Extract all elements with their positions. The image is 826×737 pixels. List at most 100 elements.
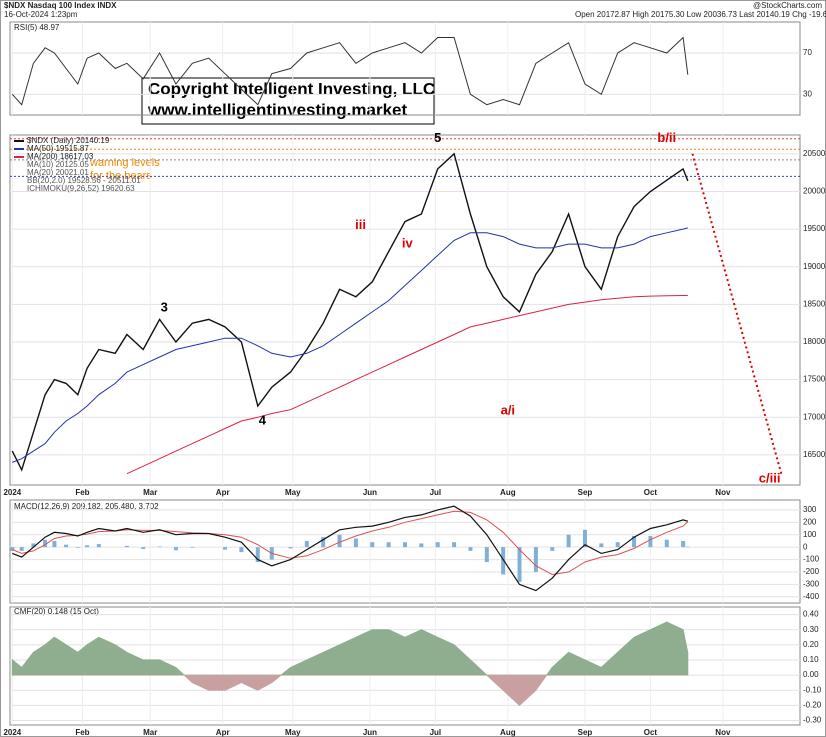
wave-label: a/i: [501, 403, 515, 418]
warning: for the bears: [90, 170, 152, 182]
y-tick-label: 17000: [803, 412, 826, 421]
macd-bar: [304, 540, 309, 548]
x-tick-label: Jul: [430, 728, 442, 737]
x-tick-label: Sep: [578, 728, 593, 737]
website: www.intelligentinvesting.market: [147, 100, 407, 119]
y-tick-label: -300: [803, 579, 820, 588]
macd-bar: [43, 539, 48, 548]
wave-label: iv: [402, 236, 414, 251]
x-tick-label: Mar: [143, 728, 157, 737]
x-tick-label: 2024: [3, 488, 21, 497]
macd-bar: [141, 547, 146, 550]
macd-bar: [255, 547, 260, 563]
x-tick-label: 2024: [3, 728, 21, 737]
y-tick-label: -0.30: [803, 716, 822, 725]
macd-bar: [501, 547, 506, 575]
y-tick-label: 0.10: [803, 655, 819, 664]
projection: [691, 153, 783, 474]
macd-bar: [681, 540, 686, 548]
copyright-box: [141, 77, 435, 125]
panel: [9, 606, 801, 726]
x-tick-label: May: [285, 488, 301, 497]
macd-bar: [31, 543, 36, 548]
y-tick-label: 0: [803, 542, 808, 551]
y-tick-label: -0.20: [803, 700, 822, 709]
x-tick-label: Aug: [500, 488, 516, 497]
x-tick-label: Aug: [500, 728, 516, 737]
series-line: [11, 152, 689, 472]
wave-label: iii: [355, 217, 366, 232]
macd-bar: [96, 544, 101, 548]
macd-bar: [52, 540, 57, 548]
indicator-label: ICHIMOKU(9,26,52) 19620.63: [27, 184, 135, 193]
x-tick-label: Oct: [644, 728, 658, 737]
wave-label: 4: [259, 412, 267, 427]
warning: warning levels: [89, 157, 160, 169]
macd-bar: [664, 539, 669, 548]
macd-bar: [566, 534, 571, 548]
x-tick-label: Mar: [143, 488, 157, 497]
cmf-label: CMF(20) 0.148 (15 Oct): [14, 607, 99, 616]
y-tick-label: 18500: [803, 299, 826, 308]
macd-bar: [75, 547, 80, 548]
x-tick-label: Jun: [363, 488, 377, 497]
macd-bar: [632, 535, 637, 548]
y-tick-label: -400: [803, 592, 820, 601]
macd-bar: [648, 535, 653, 548]
y-tick-label: 70: [803, 48, 812, 57]
macd-bar: [85, 545, 90, 548]
indicator-label: MA(10) 20125.05: [27, 160, 89, 169]
series-line: [126, 295, 688, 475]
indicator-label: BB(20,2.0) 19528.56 - 20511.01: [27, 176, 141, 185]
macd-bar: [386, 542, 391, 548]
legend-label: $NDX (Daily) 20140.19: [27, 136, 110, 145]
macd-line: [12, 505, 688, 592]
macd-bar: [64, 544, 69, 548]
wave-label: 5: [434, 130, 441, 145]
macd-bar: [533, 547, 538, 572]
legend-label: MA(200) 18617.03: [27, 152, 94, 161]
macd-bar: [157, 546, 162, 548]
y-tick-label: 30: [803, 89, 812, 98]
x-tick-label: Apr: [216, 488, 230, 497]
x-tick-label: Sep: [578, 488, 593, 497]
x-tick-label: Nov: [715, 728, 731, 737]
symbol: $NDX Nasdaq 100 Index INDX: [4, 1, 117, 10]
macd-bar: [403, 542, 407, 548]
x-tick-label: Apr: [216, 728, 230, 737]
macd-bar: [468, 547, 473, 551]
macd-bar: [517, 547, 522, 582]
y-tick-label: 200: [803, 517, 817, 526]
macd-bar: [288, 547, 293, 549]
copyright: Copyright Intelligent Investing, LLC: [148, 79, 435, 98]
macd-bar: [599, 543, 604, 548]
macd-bar: [223, 547, 228, 550]
panel: [9, 21, 801, 116]
y-tick-label: -200: [803, 567, 820, 576]
legend-label: MA(50) 19515.87: [27, 144, 89, 153]
macd-bar: [419, 543, 424, 548]
macd-bar: [435, 542, 440, 548]
y-tick-label: 0.40: [803, 610, 819, 619]
x-tick-label: Feb: [75, 728, 89, 737]
y-tick-label: 20000: [803, 187, 826, 196]
y-tick-label: -0.10: [803, 685, 822, 694]
macd-bar: [173, 547, 178, 551]
macd-bar: [190, 547, 195, 548]
macd-bar: [321, 537, 326, 548]
x-tick-label: Jun: [363, 728, 377, 737]
y-tick-label: 16500: [803, 450, 826, 459]
y-tick-label: 20500: [803, 149, 826, 158]
macd-bar: [239, 547, 244, 553]
wave-label: 3: [161, 300, 168, 315]
cmf-area: [11, 621, 689, 676]
signal-line: [12, 510, 689, 576]
panel: [9, 134, 801, 486]
y-tick-label: -100: [803, 555, 820, 564]
x-tick-label: Oct: [644, 488, 658, 497]
macd-bar: [582, 529, 587, 548]
macd-bar: [19, 547, 24, 551]
y-tick-label: 0.00: [803, 670, 819, 679]
x-tick-label: Jul: [430, 488, 442, 497]
